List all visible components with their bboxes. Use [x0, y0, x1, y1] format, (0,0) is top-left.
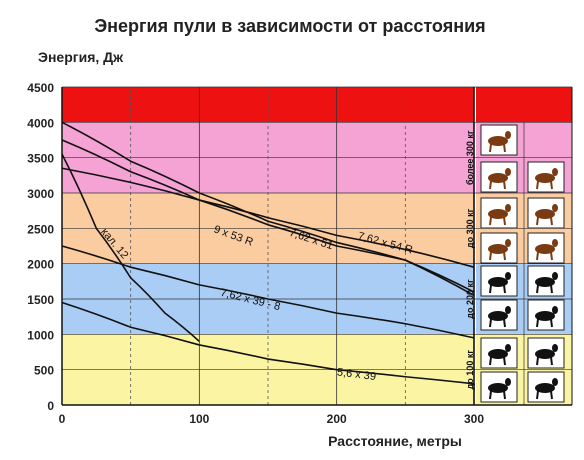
y-tick-label: 3500 — [27, 152, 54, 166]
grid-lines — [62, 86, 573, 406]
y-tick-label: 4000 — [27, 116, 54, 130]
x-tick-label: 300 — [464, 412, 484, 426]
deer-icon — [527, 232, 565, 264]
panel-band-4 — [476, 87, 572, 123]
series-line-2 — [61, 121, 475, 293]
y-axis-title: Энергия, Дж — [38, 49, 124, 65]
reindeer-icon — [527, 337, 565, 369]
y-tick-label: 2000 — [27, 258, 54, 272]
red-band-step — [412, 115, 474, 123]
x-tick-label: 0 — [59, 412, 66, 426]
series-line-3 — [61, 167, 475, 268]
animal-icons — [480, 124, 565, 403]
roe-deer-icon — [480, 337, 518, 369]
capercaillie-icon — [480, 371, 518, 403]
elk-icon — [527, 161, 565, 193]
series-line-4 — [61, 245, 475, 339]
y-tick-label: 2500 — [27, 222, 54, 236]
x-axis-title: Расстояние, метры — [328, 433, 462, 449]
bear-icon — [527, 265, 565, 297]
wolf-icon — [527, 371, 565, 403]
series-line-5 — [61, 301, 475, 385]
bear-icon — [527, 197, 565, 229]
y-tick-label: 1500 — [27, 293, 54, 307]
series-line-0 — [61, 153, 200, 342]
boar-icon — [480, 299, 518, 331]
y-tick-label: 1000 — [27, 328, 54, 342]
series-lines — [61, 121, 475, 385]
y-tick-label: 4500 — [27, 81, 54, 95]
deer-icon — [480, 197, 518, 229]
moose-icon — [480, 124, 518, 156]
bison-icon — [480, 232, 518, 264]
wild-boar-icon — [480, 265, 518, 297]
y-tick-label: 0 — [47, 399, 54, 413]
deer-icon — [527, 299, 565, 331]
moose-icon — [480, 161, 518, 193]
tick-labels: 0 500 1000 1500 2000 2500 3000 3500 4000 4500 0 100… — [27, 81, 484, 426]
x-tick-label: 100 — [189, 412, 209, 426]
y-tick-label: 3000 — [27, 187, 54, 201]
y-tick-label: 500 — [34, 364, 54, 378]
chart-title: Энергия пули в зависимости от расстояния — [94, 16, 485, 36]
series-label-5: 5,6 x 39 — [336, 366, 376, 383]
x-tick-label: 200 — [327, 412, 347, 426]
